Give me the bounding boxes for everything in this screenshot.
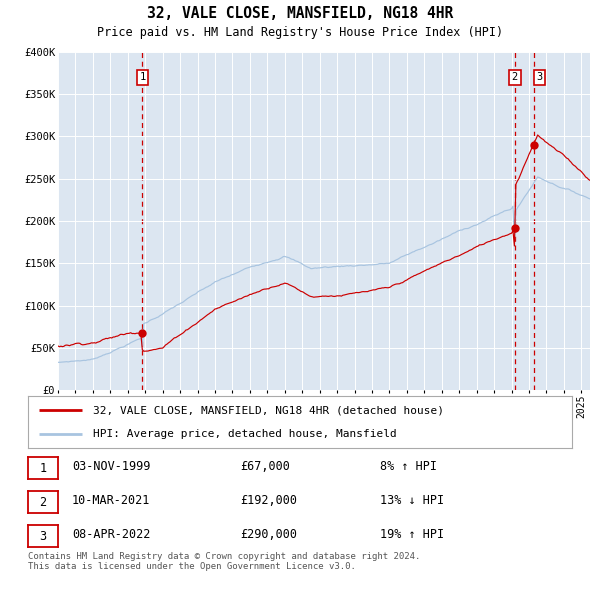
- Text: 2: 2: [512, 73, 518, 83]
- Text: 19% ↑ HPI: 19% ↑ HPI: [380, 528, 444, 541]
- Text: 1: 1: [40, 461, 47, 474]
- Text: HPI: Average price, detached house, Mansfield: HPI: Average price, detached house, Mans…: [93, 429, 397, 439]
- Text: 1: 1: [139, 73, 146, 83]
- Text: Price paid vs. HM Land Registry's House Price Index (HPI): Price paid vs. HM Land Registry's House …: [97, 26, 503, 39]
- Text: 03-NOV-1999: 03-NOV-1999: [72, 460, 151, 473]
- Text: 8% ↑ HPI: 8% ↑ HPI: [380, 460, 437, 473]
- Text: 32, VALE CLOSE, MANSFIELD, NG18 4HR: 32, VALE CLOSE, MANSFIELD, NG18 4HR: [147, 6, 453, 21]
- Text: 10-MAR-2021: 10-MAR-2021: [72, 494, 151, 507]
- Text: 3: 3: [40, 529, 47, 542]
- Text: 13% ↓ HPI: 13% ↓ HPI: [380, 494, 444, 507]
- Text: 32, VALE CLOSE, MANSFIELD, NG18 4HR (detached house): 32, VALE CLOSE, MANSFIELD, NG18 4HR (det…: [93, 405, 444, 415]
- Text: 2: 2: [40, 496, 47, 509]
- Text: £290,000: £290,000: [240, 528, 297, 541]
- Text: 3: 3: [536, 73, 543, 83]
- Text: Contains HM Land Registry data © Crown copyright and database right 2024.
This d: Contains HM Land Registry data © Crown c…: [28, 552, 421, 571]
- Text: £192,000: £192,000: [240, 494, 297, 507]
- Text: 08-APR-2022: 08-APR-2022: [72, 528, 151, 541]
- Text: £67,000: £67,000: [240, 460, 290, 473]
